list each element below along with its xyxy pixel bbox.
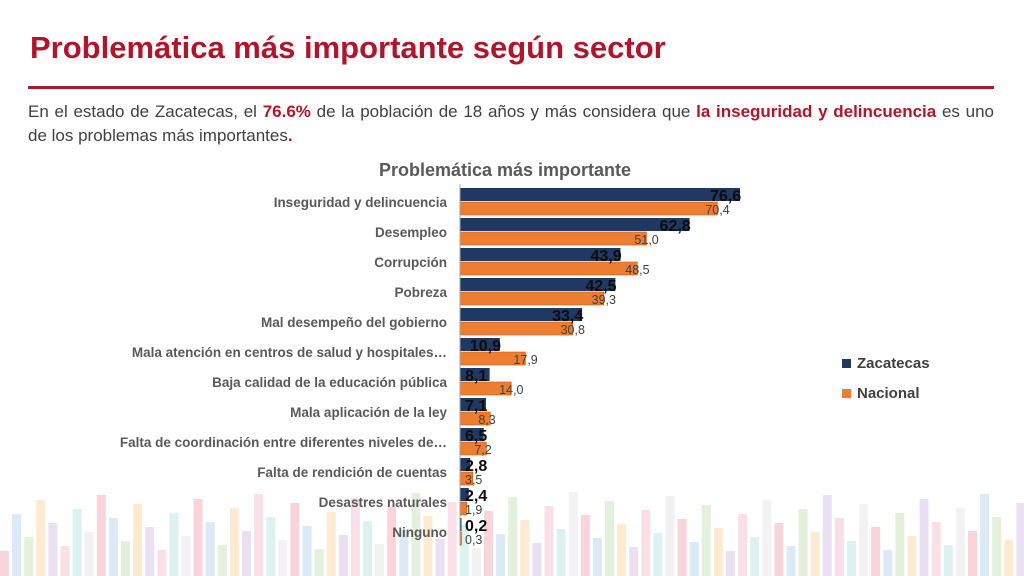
intro-percentage: 76.6% [262,102,311,121]
bar-zacatecas [460,338,500,351]
category-label: Falta de coordinación entre diferentes n… [120,435,447,450]
bar-zacatecas [460,398,486,411]
value-label-nacional: 0,3 [465,533,482,547]
category-label: Desastres naturales [319,495,447,510]
chart-title: Problemática más importante [378,160,632,180]
value-label-nacional: 3,5 [465,473,482,487]
legend-label-nacional: Nacional [857,384,920,402]
bar-zacatecas [460,428,484,441]
value-label-zacatecas: 62,8 [660,218,691,235]
bar-nacional [459,201,718,216]
value-label-zacatecas: 2,4 [465,488,487,505]
category-label: Inseguridad y delincuencia [274,195,448,210]
value-label-zacatecas: 42,5 [585,278,616,295]
page-title: Problemática más importante según sector [30,30,666,65]
value-label-zacatecas: 8,1 [465,368,487,385]
bar-zacatecas [460,188,740,201]
value-label-nacional: 39,3 [592,293,616,307]
category-label: Ninguno [392,525,447,540]
value-label-nacional: 8,3 [478,413,495,427]
intro-paragraph: En el estado de Zacatecas, el 76.6% de l… [28,100,994,148]
intro-middle: de la población de 18 años y más conside… [310,102,697,121]
value-label-nacional: 70,4 [705,203,729,217]
legend-swatch-nacional [842,388,851,398]
category-label: Desempleo [375,225,447,240]
value-label-nacional: 14,0 [499,383,523,397]
legend-item-zacatecas: Zacatecas [842,348,930,378]
category-label: Falta de rendición de cuentas [257,465,447,480]
bar-zacatecas [460,458,471,471]
value-label-nacional: 1,9 [465,503,482,517]
value-label-zacatecas: 76,6 [710,188,741,205]
value-label-zacatecas: 7,1 [465,398,487,415]
intro-end: . [287,126,293,145]
bar-zacatecas [460,278,616,291]
bar-zacatecas [460,218,690,231]
bar-zacatecas [460,308,583,321]
title-divider [28,86,994,89]
category-label: Mala atención en centros de salud y hosp… [132,345,447,360]
bar-zacatecas [460,368,490,381]
value-label-zacatecas: 10,9 [470,338,501,355]
bar-nacional [459,231,647,246]
bar-zacatecas [460,248,621,261]
category-label: Baja calidad de la educación pública [212,375,447,390]
value-label-nacional: 7,2 [474,443,491,457]
bar-zacatecas [460,518,462,531]
intro-prefix: En el estado de Zacatecas, el [28,102,263,121]
value-label-nacional: 51,0 [634,233,658,247]
bar-zacatecas [460,488,469,501]
category-label: Mala aplicación de la ley [290,405,447,420]
value-label-nacional: 17,9 [513,353,537,367]
category-label: Pobreza [394,285,447,300]
intro-suffix: es uno de los problemas más importantes [28,102,994,145]
value-label-zacatecas: 2,8 [465,458,487,475]
category-label: Corrupción [374,255,447,270]
legend-item-nacional: Nacional [842,378,930,408]
category-label: Mal desempeño del gobierno [261,315,447,330]
value-label-nacional: 30,8 [561,323,585,337]
bar-nacional [459,291,604,306]
value-label-zacatecas: 6,5 [465,428,487,445]
chart-legend: Zacatecas Nacional [842,348,930,408]
value-label-zacatecas: 33,4 [552,308,583,325]
legend-label-zacatecas: Zacatecas [857,354,930,372]
value-label-nacional: 48,5 [625,263,649,277]
value-label-zacatecas: 43,9 [590,248,621,265]
intro-highlight: la inseguridad y delincuencia [696,102,937,121]
value-label-zacatecas: 0,2 [465,518,487,535]
legend-swatch-zacatecas [842,358,851,368]
